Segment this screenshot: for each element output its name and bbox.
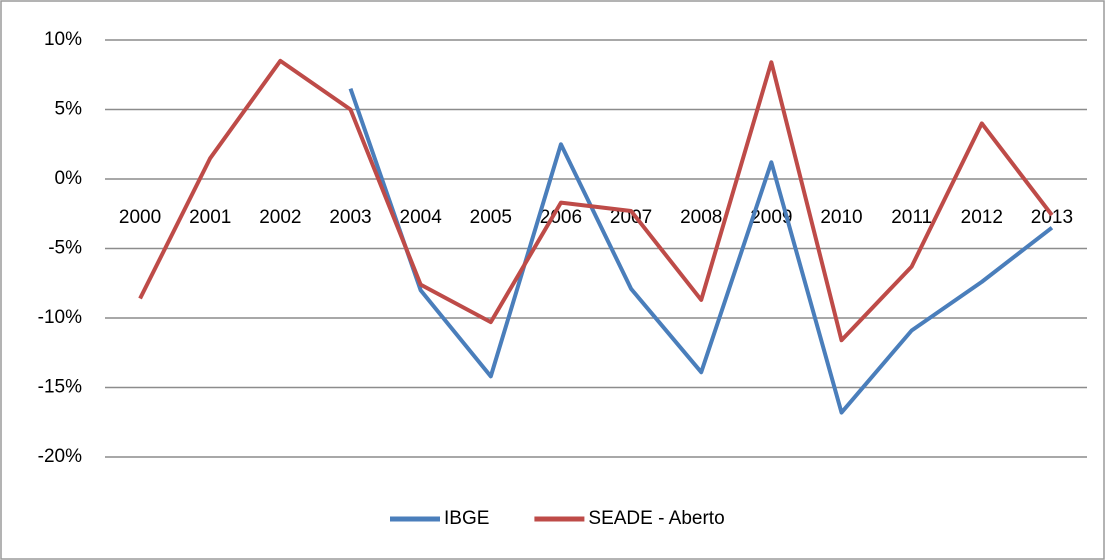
y-tick-label: 5% [55, 99, 83, 120]
y-tick-label: 10% [44, 29, 82, 50]
x-tick-label: 2001 [189, 207, 231, 228]
series-line [348, 87, 1054, 415]
x-tick-label: 2000 [119, 207, 161, 228]
series-line [138, 58, 1054, 343]
y-tick-label: -10% [38, 307, 82, 328]
x-tick-label: 2005 [470, 207, 512, 228]
legend-label: IBGE [444, 508, 489, 529]
y-tick-label: -5% [48, 238, 82, 259]
x-tick-label: 2009 [750, 207, 792, 228]
y-tick-label: -20% [38, 446, 82, 467]
y-tick-label: 0% [55, 168, 83, 189]
x-tick-label: 2013 [1031, 207, 1073, 228]
x-tick-label: 2002 [259, 207, 301, 228]
y-tick-label: -15% [38, 377, 82, 398]
x-tick-label: 2003 [329, 207, 371, 228]
x-tick-label: 2004 [400, 207, 443, 228]
legend-label: SEADE - Aberto [588, 508, 724, 529]
x-tick-label: 2008 [680, 207, 722, 228]
x-tick-label: 2010 [820, 207, 862, 228]
x-tick-label: 2011 [891, 207, 932, 228]
x-tick-label: 2012 [961, 207, 1003, 228]
